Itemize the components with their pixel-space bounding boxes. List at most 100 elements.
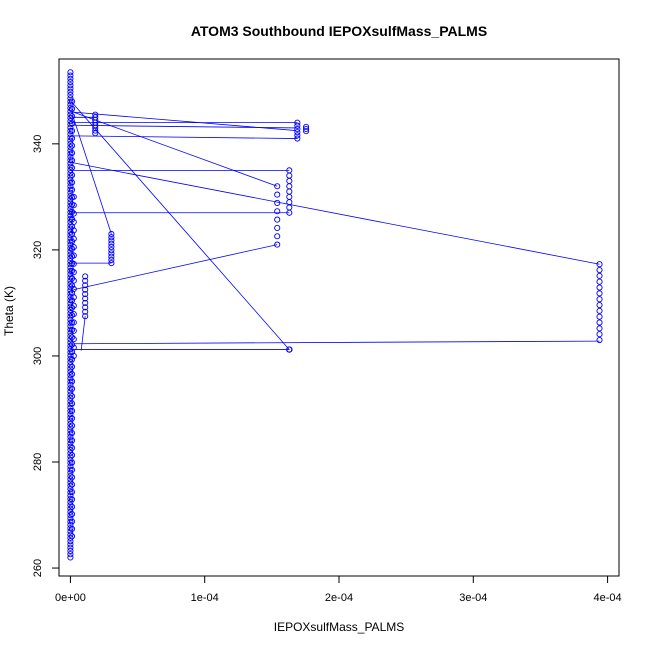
x-tick-label: 3e-04 — [459, 592, 487, 604]
data-point — [68, 518, 76, 525]
data-point — [67, 404, 74, 411]
data-point — [82, 295, 89, 302]
data-point — [67, 92, 74, 99]
data-point — [274, 241, 281, 248]
data-point — [68, 474, 76, 481]
data-point — [67, 365, 74, 372]
data-point — [596, 284, 603, 291]
data-point — [82, 286, 89, 293]
data-point — [67, 173, 74, 180]
y-tick-label: 320 — [32, 241, 44, 259]
data-point — [67, 531, 74, 538]
data-point — [67, 362, 74, 369]
data-point — [68, 466, 76, 473]
data-point — [67, 131, 74, 138]
data-point — [68, 208, 76, 216]
data-point — [274, 183, 281, 190]
data-point — [67, 342, 74, 349]
data-point — [67, 82, 74, 89]
data-point — [70, 352, 77, 359]
data-point — [67, 551, 74, 558]
data-point — [70, 344, 77, 351]
data-point — [67, 69, 74, 76]
data-point — [68, 186, 76, 193]
data-point — [596, 272, 603, 279]
y-axis: 260 280 300 320 340 — [32, 135, 60, 577]
data-point — [67, 183, 74, 190]
data-point — [67, 293, 74, 300]
data-point — [68, 437, 76, 444]
x-tick-label: 4e-04 — [594, 592, 622, 604]
data-point — [68, 334, 76, 341]
data-point — [68, 488, 76, 496]
data-point — [68, 385, 76, 392]
data-point — [67, 78, 74, 86]
y-tick-label: 340 — [32, 135, 44, 153]
data-point — [67, 472, 74, 480]
data-point — [108, 250, 115, 257]
data-point — [67, 310, 74, 317]
data-point — [67, 72, 74, 79]
data-point — [303, 125, 310, 133]
data-point — [68, 105, 76, 112]
data-point — [67, 502, 74, 509]
data-point — [70, 336, 77, 343]
data-point — [67, 111, 74, 118]
data-point — [67, 232, 74, 239]
data-point — [67, 153, 74, 160]
data-point — [596, 325, 603, 332]
data-point — [68, 430, 76, 437]
data-point — [67, 554, 74, 561]
data-point — [70, 244, 77, 251]
data-point — [68, 157, 76, 164]
data-point — [68, 135, 76, 142]
data-point — [68, 400, 76, 407]
data-point — [70, 235, 77, 242]
data-point — [70, 319, 77, 326]
data-point — [70, 311, 77, 318]
data-point — [68, 142, 76, 149]
data-point — [294, 122, 301, 129]
x-tick-label: 0e+00 — [55, 592, 86, 604]
data-point — [82, 291, 89, 298]
data-point — [68, 172, 76, 179]
data-point — [67, 450, 74, 457]
data-point — [67, 394, 74, 401]
data-point — [596, 319, 603, 326]
data-point — [303, 123, 310, 130]
data-point — [82, 308, 89, 315]
data-point — [596, 290, 603, 297]
data-point — [108, 256, 115, 263]
data-point — [68, 371, 76, 378]
data-point — [67, 424, 74, 431]
data-point — [67, 170, 74, 177]
data-point — [67, 433, 74, 441]
data-point — [596, 278, 603, 285]
y-axis-label: Theta (K) — [2, 286, 16, 336]
x-axis-label: IEPOXsulfMass_PALMS — [274, 620, 405, 634]
data-point — [70, 327, 77, 334]
data-point — [68, 378, 76, 385]
data-point — [67, 284, 74, 291]
y-tick-label: 260 — [32, 559, 44, 577]
data-point — [294, 132, 301, 139]
data-point — [108, 253, 115, 260]
data-point — [67, 512, 74, 519]
data-path-segment — [72, 114, 112, 235]
data-point — [67, 505, 74, 512]
data-point — [68, 503, 76, 510]
data-path-segment — [73, 340, 600, 345]
data-point — [596, 296, 603, 303]
data-point — [67, 222, 74, 229]
y-tick-label: 300 — [32, 347, 44, 365]
data-point — [68, 149, 76, 157]
data-point — [82, 273, 89, 280]
data-point — [67, 534, 74, 541]
data-point — [67, 192, 74, 200]
data-point — [108, 240, 115, 247]
data-point — [274, 224, 281, 231]
data-point — [286, 346, 293, 353]
data-point-layer — [67, 69, 603, 561]
data-path-segment — [70, 101, 290, 350]
data-path-segment — [73, 244, 278, 291]
